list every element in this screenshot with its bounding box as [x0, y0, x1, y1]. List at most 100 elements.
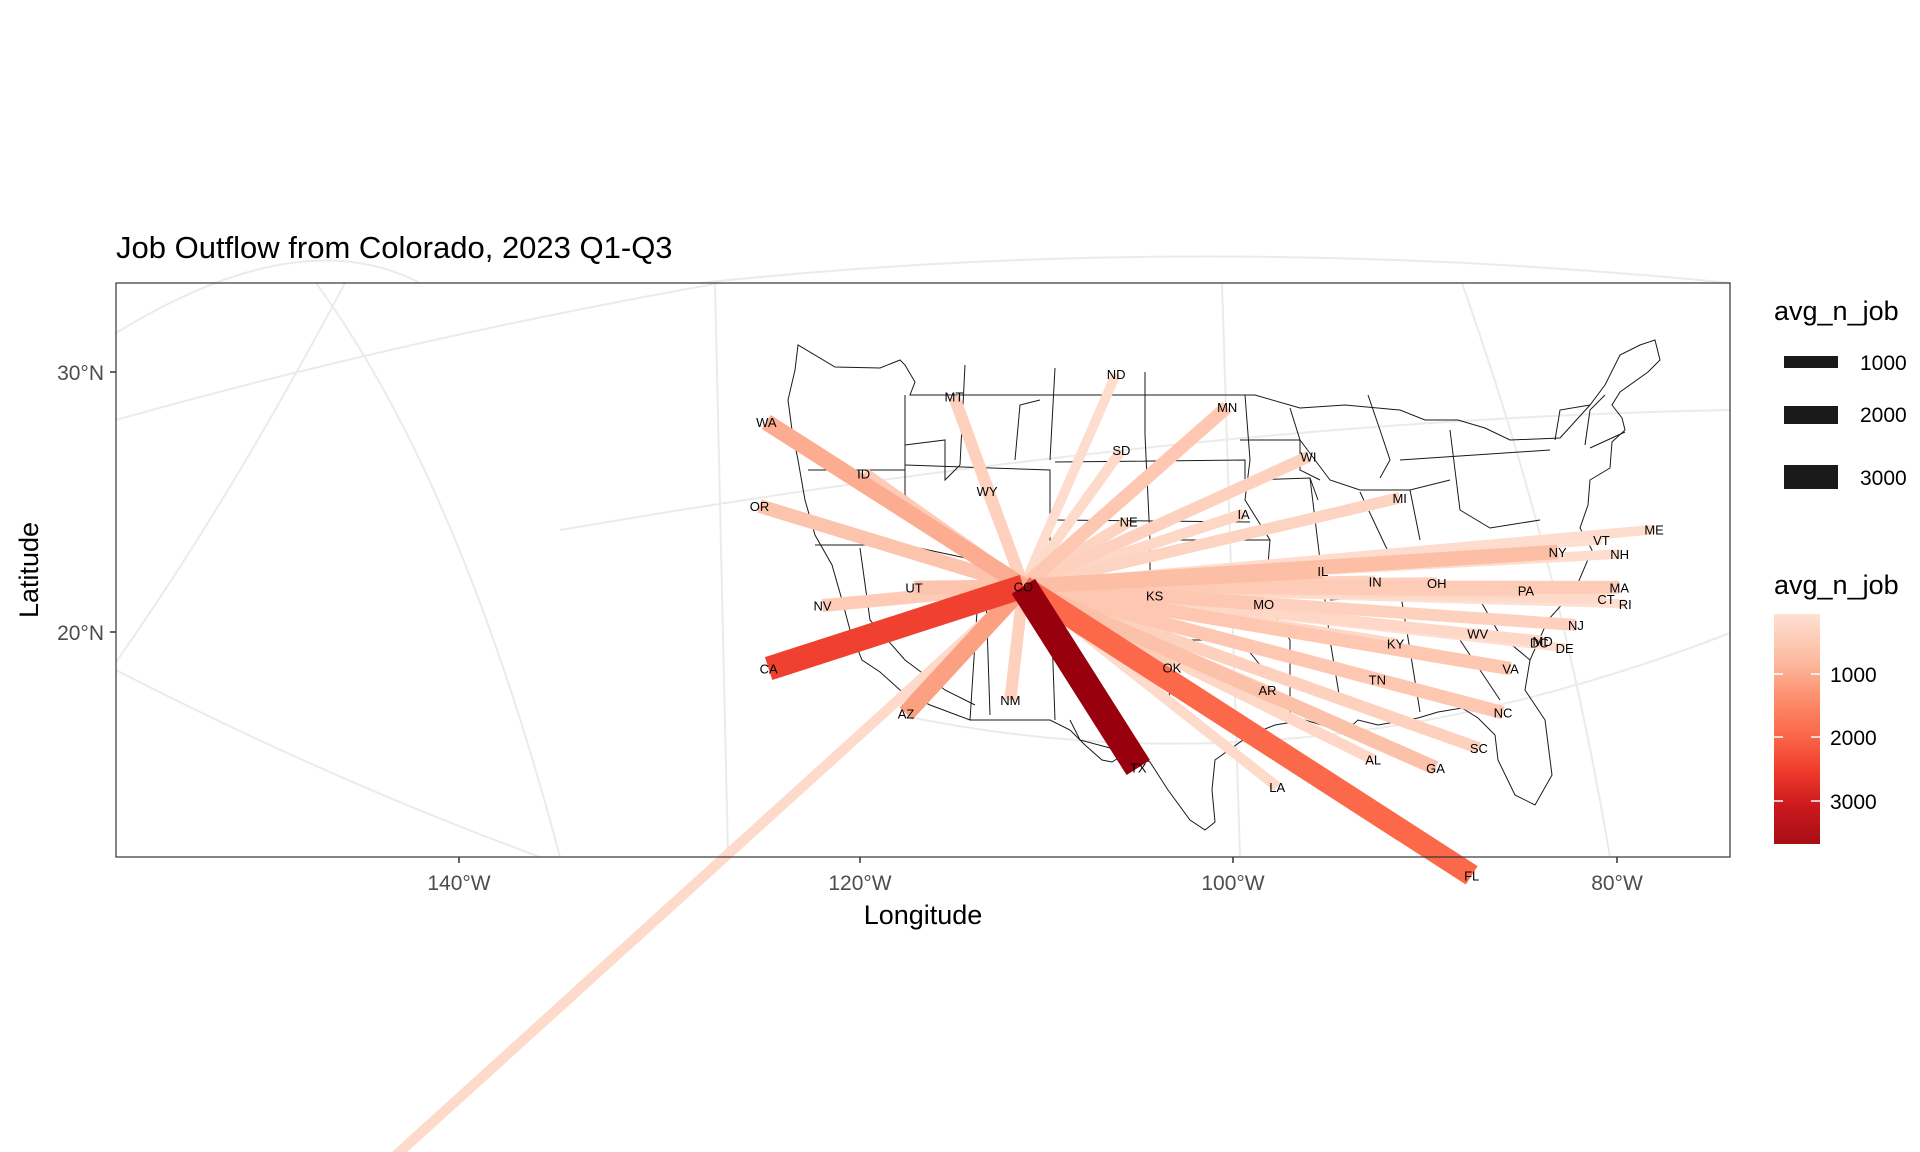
state-border: [1589, 394, 1606, 411]
legend-color-title: avg_n_job: [1774, 570, 1899, 600]
flow-line-ga: [1020, 579, 1439, 775]
state-label-mi: MI: [1392, 491, 1406, 506]
x-axis-label: Longitude: [864, 900, 983, 930]
state-border: [1299, 439, 1451, 491]
state-label-pa: PA: [1518, 584, 1535, 599]
state-label-fl: FL: [1464, 868, 1479, 883]
legend-width-key: [1784, 465, 1838, 489]
panel-border: [115, 282, 1731, 858]
state-label-tx: TX: [1130, 761, 1147, 776]
state-border: [1399, 449, 1551, 461]
state-label-de: DE: [1556, 641, 1574, 656]
state-border: [1554, 404, 1591, 441]
state-label-in: IN: [1369, 574, 1382, 589]
state-border: [1144, 372, 1151, 600]
state-label-me: ME: [1644, 523, 1664, 538]
state-label-nc: NC: [1494, 706, 1513, 721]
flow-line-wa: [761, 415, 1028, 594]
state-label-mo: MO: [1253, 597, 1274, 612]
state-border: [1049, 367, 1056, 461]
state-label-oh: OH: [1427, 576, 1447, 591]
flow-line-tx: [1011, 578, 1150, 776]
state-border: [1367, 394, 1391, 479]
graticule-line: [315, 282, 561, 858]
state-label-wy: WY: [977, 484, 998, 499]
state-label-ok: OK: [1163, 660, 1182, 675]
state-label-sd: SD: [1112, 443, 1130, 458]
flow-line-wi: [1020, 451, 1311, 592]
state-label-ne: NE: [1120, 515, 1138, 530]
colorbar: [1774, 614, 1820, 844]
graticule-line: [714, 282, 729, 858]
y-axis-label: Latitude: [14, 522, 44, 618]
state-label-ca: CA: [760, 662, 778, 677]
state-label-ks: KS: [1146, 589, 1164, 604]
flow-line-mn: [1018, 401, 1232, 592]
x-tick-label: 120°W: [828, 872, 891, 895]
graticule-line: [1461, 282, 1611, 858]
state-label-ny: NY: [1549, 545, 1567, 560]
state-label-az: AZ: [898, 707, 915, 722]
state-label-ga: GA: [1426, 761, 1445, 776]
legend-width-title: avg_n_job: [1774, 296, 1899, 326]
graticule-line: [115, 282, 721, 421]
flow-line-or: [757, 499, 1026, 593]
state-label-ct: CT: [1597, 592, 1614, 607]
flow-line-mi: [1022, 492, 1402, 592]
legend-width-key: [1784, 406, 1838, 424]
colorbar-label: 1000: [1830, 664, 1877, 687]
flow-line-mt: [948, 394, 1030, 589]
chart-title: Job Outflow from Colorado, 2023 Q1-Q3: [116, 230, 673, 265]
y-axis: 30°N 20°N Latitude: [14, 362, 116, 645]
colorbar-label: 3000: [1830, 791, 1877, 814]
state-label-dc: DC: [1530, 636, 1549, 651]
state-label-wi: WI: [1301, 450, 1317, 465]
graticule-line: [699, 255, 1731, 284]
state-label-or: OR: [750, 499, 770, 514]
state-label-ia: IA: [1237, 507, 1250, 522]
state-label-co: CO: [1014, 579, 1034, 594]
state-label-nh: NH: [1610, 547, 1629, 562]
state-label-il: IL: [1317, 564, 1328, 579]
state-label-ut: UT: [905, 581, 922, 596]
panel-background: [116, 283, 1730, 857]
state-border: [1589, 431, 1626, 449]
flow-line-az: [899, 580, 1030, 720]
legend-width-label: 3000: [1860, 467, 1907, 490]
state-label-mn: MN: [1217, 400, 1237, 415]
x-axis: 140°W 120°W 100°W 80°W Longitude: [427, 857, 1643, 930]
flow-line-nd: [1018, 371, 1121, 589]
state-label-sc: SC: [1470, 741, 1488, 756]
flow-line-ca: [764, 574, 1028, 681]
x-tick-label: 140°W: [427, 872, 490, 895]
flow-line-fl: [1017, 577, 1478, 885]
state-label-id: ID: [857, 466, 870, 481]
x-tick-label: 100°W: [1201, 872, 1264, 895]
y-tick-label: 20°N: [57, 622, 104, 645]
graticule-line: [115, 259, 421, 334]
legend-color: avg_n_job 1000 2000 3000: [1774, 570, 1899, 844]
state-label-wv: WV: [1467, 627, 1488, 642]
graticule-line: [899, 632, 1731, 745]
state-label-nj: NJ: [1568, 618, 1584, 633]
state-label-la: LA: [1269, 780, 1285, 795]
state-label-vt: VT: [1593, 533, 1610, 548]
state-label-md: MD: [1532, 634, 1552, 649]
state-border: [1409, 489, 1421, 541]
legend-width-key: [1784, 356, 1838, 368]
legend-width-label: 2000: [1860, 404, 1907, 427]
state-label-mt: MT: [945, 389, 964, 404]
state-labels: CO TX CA FL AZ WA NY IL GA OR UT MN NC VA MO TN ID MA NV PA…: [750, 367, 1664, 883]
state-label-al: AL: [1365, 753, 1381, 768]
plot-panel: CO TX CA FL AZ WA NY IL GA OR UT MN NC VA MO TN ID MA NV PA…: [115, 255, 1731, 1152]
y-tick-label: 30°N: [57, 362, 104, 385]
flow-line-hi: [391, 582, 1027, 1152]
state-border: [1584, 409, 1591, 446]
state-border: [1449, 429, 1541, 529]
legend-width-label: 1000: [1860, 352, 1907, 375]
state-label-ar: AR: [1258, 683, 1276, 698]
graticule-line: [559, 409, 1731, 531]
state-label-ma: MA: [1610, 580, 1630, 595]
flow-line-nc: [1021, 579, 1505, 720]
state-label-nv: NV: [813, 599, 831, 614]
